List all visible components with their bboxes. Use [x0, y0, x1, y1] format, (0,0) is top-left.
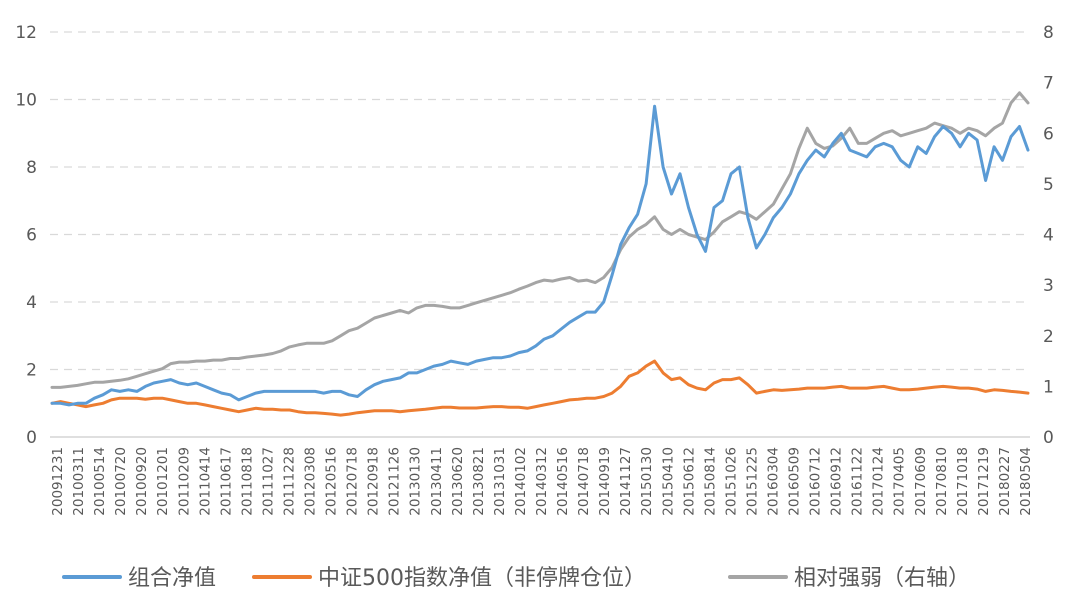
x-tick-label: 20180227	[997, 447, 1013, 516]
x-tick-label: 20171018	[955, 447, 971, 516]
left-tick-label: 0	[26, 428, 37, 448]
x-tick-label: 20110617	[218, 447, 234, 516]
right-axis-ticks: 0 1 2 3 4 5 6 7 8	[1043, 23, 1054, 448]
x-tick-label: 20150130	[639, 447, 655, 516]
x-tick-label: 20151225	[744, 447, 760, 516]
x-tick-label: 20110414	[197, 447, 213, 516]
x-tick-label: 20100514	[92, 447, 108, 516]
right-tick-label: 4	[1043, 226, 1054, 246]
series-line-2	[50, 91, 1030, 389]
right-tick-label: 3	[1043, 276, 1054, 296]
x-axis-ticks: 20091231 20100311 20100514 20100720 20100920…	[50, 447, 1034, 516]
x-tick-label: 20140919	[597, 447, 613, 516]
x-tick-label: 20150612	[681, 447, 697, 516]
x-tick-label: 20161122	[850, 447, 866, 516]
x-tick-label: 20150814	[702, 447, 718, 516]
left-tick-label: 6	[26, 226, 37, 246]
x-tick-label: 20160509	[787, 447, 803, 516]
right-tick-label: 1	[1043, 377, 1054, 397]
x-tick-label: 20140718	[576, 447, 592, 516]
x-tick-label: 20101201	[155, 447, 171, 516]
x-tick-label: 20160712	[808, 447, 824, 516]
x-tick-label: 20100720	[113, 447, 129, 516]
x-tick-label: 20151026	[723, 447, 739, 516]
x-tick-label: 20170405	[892, 447, 908, 516]
right-tick-label: 2	[1043, 327, 1054, 347]
x-tick-label: 20150410	[660, 447, 676, 516]
x-tick-label: 20130411	[429, 447, 445, 516]
right-tick-label: 7	[1043, 74, 1054, 94]
x-tick-label: 20120308	[303, 447, 319, 516]
x-tick-label: 20111228	[281, 447, 297, 516]
gridlines	[50, 31, 1030, 371]
x-tick-label: 20160304	[765, 447, 781, 516]
left-tick-label: 4	[26, 293, 37, 313]
x-tick-label: 20100311	[71, 447, 87, 516]
right-tick-label: 0	[1043, 428, 1054, 448]
x-tick-label: 20130620	[450, 447, 466, 516]
left-tick-label: 2	[26, 361, 37, 381]
right-tick-label: 8	[1043, 23, 1054, 43]
x-tick-label: 20180504	[1018, 447, 1034, 516]
x-tick-label: 20140516	[555, 447, 571, 516]
left-tick-label: 10	[15, 91, 37, 111]
x-tick-label: 20110209	[176, 447, 192, 516]
x-tick-label: 20130821	[471, 447, 487, 516]
legend-label: 组合净值	[128, 566, 216, 591]
x-tick-label: 20140102	[513, 447, 529, 516]
series-lines	[50, 91, 1030, 417]
right-tick-label: 5	[1043, 175, 1054, 195]
x-tick-label: 20170609	[913, 447, 929, 516]
x-tick-label: 20120718	[345, 447, 361, 516]
left-axis-ticks: 0 2 4 6 8 10 12	[15, 23, 37, 448]
x-tick-label: 20130130	[408, 447, 424, 516]
x-tick-label: 20120918	[366, 447, 382, 516]
x-tick-label: 20131031	[492, 447, 508, 516]
x-tick-label: 20120516	[324, 447, 340, 516]
x-tick-label: 20170810	[934, 447, 950, 516]
legend: 组合净值 中证500指数净值（非停牌仓位） 相对强弱（右轴）	[62, 566, 970, 591]
series-line-0	[50, 104, 1030, 407]
right-tick-label: 6	[1043, 124, 1054, 144]
x-tick-label: 20111027	[260, 447, 276, 516]
x-tick-label: 20140312	[534, 447, 550, 516]
legend-label: 中证500指数净值（非停牌仓位）	[318, 566, 646, 591]
x-tick-label: 20110818	[239, 447, 255, 516]
x-tick-label: 20091231	[50, 447, 66, 516]
left-tick-label: 8	[26, 158, 37, 178]
legend-label: 相对强弱（右轴）	[794, 566, 970, 591]
x-tick-label: 20141127	[618, 447, 634, 516]
x-tick-label: 20160912	[829, 447, 845, 516]
x-tick-label: 20121126	[387, 447, 403, 516]
series-line-1	[50, 359, 1030, 417]
x-tick-label: 20170124	[871, 447, 887, 516]
x-tick-label: 20171219	[976, 447, 992, 516]
left-tick-label: 12	[15, 23, 37, 43]
x-tick-label: 20100920	[134, 447, 150, 516]
